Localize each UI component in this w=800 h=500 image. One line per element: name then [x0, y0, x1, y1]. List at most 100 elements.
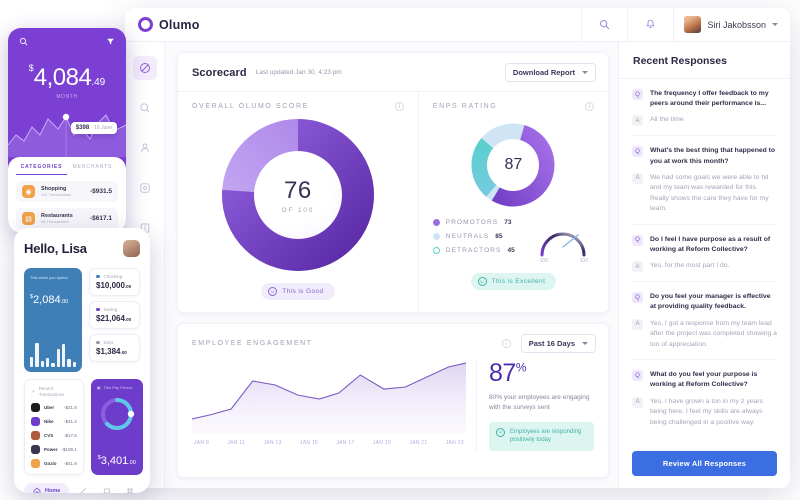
recent-responses-panel: Recent Responses Q The frequency I offer…: [618, 42, 790, 488]
search-icon[interactable]: [19, 37, 28, 46]
answer-text: Yes, I have grown a ton in my 2 years be…: [650, 397, 764, 426]
engagement-summary: 87% 80% your employees are engaging with…: [476, 359, 594, 451]
merchant-name: Power: [44, 446, 58, 452]
question-marker: Q: [632, 89, 643, 100]
dashboard-window: Olumo Siri Jakobsson: [125, 8, 790, 488]
engagement-area-svg: [191, 362, 467, 433]
question-text: What's the best thing that happened to y…: [650, 147, 776, 165]
answer-marker: A: [632, 396, 643, 408]
sidebar-item-people[interactable]: [133, 136, 157, 160]
account-value: $10,000.00: [96, 281, 133, 290]
answer-line: A All the time: [632, 115, 777, 127]
list-item[interactable]: Q What do you feel your purpose is worki…: [632, 360, 777, 437]
account-card-saving[interactable]: Saving $21,064.00: [89, 301, 140, 329]
list-item[interactable]: Q What's the best thing that happened to…: [632, 136, 777, 225]
account-value: $21,064.00: [96, 314, 133, 323]
home-icon: [33, 487, 41, 493]
overall-badge-row: ☺ This is Good: [192, 273, 404, 312]
pay-period-card[interactable]: ▣ This Pay Period $3,401.00: [90, 379, 143, 475]
enps-status-badge: ☺ This is Excellent: [470, 273, 557, 290]
table-row[interactable]: Gozio -$41.9: [31, 458, 77, 468]
review-all-responses-button[interactable]: Review All Responses: [632, 451, 777, 476]
question-text: The frequency I offer feedback to my pee…: [650, 90, 769, 108]
list-item[interactable]: ◉ Shopping 112 Transactions -$931.5: [16, 181, 118, 202]
account-name: Debt: [103, 340, 114, 345]
info-icon[interactable]: i: [585, 102, 594, 111]
account-value: $1,384.00: [96, 347, 133, 356]
x-tick: JAN 23: [445, 440, 464, 446]
sidebar-item-insights[interactable]: [133, 96, 157, 120]
account-title: Saving: [96, 307, 133, 312]
merchant-value: -$109.1: [61, 446, 77, 452]
info-icon[interactable]: i: [501, 339, 511, 348]
download-report-label: Download Report: [512, 68, 575, 77]
pay-period-ring: [100, 398, 134, 431]
nav-item-card[interactable]: [97, 487, 117, 493]
brand[interactable]: Olumo: [125, 17, 290, 32]
list-item[interactable]: Q Do I feel I have purpose as a result o…: [632, 225, 777, 283]
tab-categories[interactable]: CATEGORIES: [16, 164, 67, 175]
enps-legend-row: PROMOTORS 73 NEUTRALS 85: [432, 215, 594, 264]
enps-center: 87: [487, 139, 540, 191]
list-item[interactable]: Q The frequency I offer feedback to my p…: [632, 79, 777, 137]
category-count: 98 Transactions: [41, 219, 70, 224]
download-report-dropdown[interactable]: Download Report: [504, 63, 596, 82]
weekly-spend-label: This week you spend: [30, 275, 68, 280]
phone2-accounts: Checking $10,000.00 Saving $21,064.00 De…: [89, 268, 140, 372]
category-value: -$931.5: [89, 188, 112, 195]
engagement-tip: ☺ Employees are responding positively to…: [489, 421, 594, 451]
enps-donut-svg: [471, 123, 555, 207]
enps-legend: PROMOTORS 73 NEUTRALS 85: [432, 219, 515, 254]
recent-transactions-card: ↗ Recent Transactions Uber -$21.8 Nike -…: [24, 379, 84, 475]
merchant-value: -$17.8: [64, 432, 77, 438]
account-card-debt[interactable]: Debt $1,384.00: [89, 334, 140, 362]
table-row[interactable]: CVS -$17.8: [31, 430, 77, 440]
nav-item-grid[interactable]: [120, 487, 140, 493]
engagement-tip-text: Employees are responding positively toda…: [510, 428, 582, 444]
account-name: Saving: [103, 307, 118, 312]
calendar-icon: ▣: [96, 385, 101, 390]
currency: $: [30, 294, 34, 301]
enps-header: ENPS RATING i: [433, 102, 594, 111]
search-icon[interactable]: [581, 8, 627, 42]
cents: .00: [128, 459, 136, 466]
table-row[interactable]: Nike -$41.4: [31, 416, 77, 426]
filter-icon[interactable]: [106, 37, 115, 46]
list-item[interactable]: ▤ Restaurants 98 Transactions -$617.1: [16, 208, 118, 229]
phone1-tooltip-value: $398: [75, 125, 90, 131]
engagement-range-dropdown[interactable]: Past 16 Days: [520, 334, 596, 353]
sidebar-item-dashboard[interactable]: [132, 56, 157, 80]
bottom-nav: Home: [24, 482, 140, 493]
avatar[interactable]: [123, 240, 140, 257]
user-name: Siri Jakobsson: [707, 19, 766, 30]
amount: 2,084: [33, 294, 61, 307]
tab-merchants[interactable]: MERCHANTS: [72, 164, 113, 170]
legend-value-neutrals: 85: [495, 233, 503, 240]
question-line: Q What do you feel your purpose is worki…: [632, 370, 777, 390]
uber-icon: [31, 402, 40, 412]
smiley-icon: ☺: [477, 277, 487, 286]
app-header: Olumo Siri Jakobsson: [125, 8, 790, 42]
overall-badge-label: This is Good: [282, 288, 324, 295]
question-line: Q Do I feel I have purpose as a result o…: [632, 234, 777, 255]
table-row[interactable]: Uber -$21.8: [31, 402, 77, 412]
overall-score-center: 76 OF 100: [253, 151, 342, 239]
title-text: This Pay Period: [103, 385, 132, 390]
nav-item-chart[interactable]: [73, 487, 93, 493]
weekly-spend-card[interactable]: This week you spend $2,084.00: [24, 268, 82, 372]
sidebar-item-surveys[interactable]: [133, 176, 157, 200]
info-icon[interactable]: i: [394, 102, 404, 111]
user-menu[interactable]: Siri Jakobsson: [673, 8, 790, 42]
bell-icon[interactable]: [627, 8, 673, 42]
account-card-checking[interactable]: Checking $10,000.00: [89, 268, 140, 296]
table-row[interactable]: Power -$109.1: [31, 444, 77, 454]
finance-phone-card: $4,084.49 MONTH $398 16 June CATEGORIES …: [8, 28, 126, 233]
percent-symbol: %: [515, 360, 527, 375]
value: $1,384: [96, 347, 121, 356]
card-icon: [103, 488, 110, 493]
scorecard-title: Scorecard: [192, 66, 247, 79]
nav-item-home[interactable]: Home: [24, 482, 70, 493]
phone1-balance: $4,084.49: [8, 63, 126, 92]
list-item[interactable]: Q Do you feel your manager is effective …: [632, 282, 777, 361]
x-tick: JAN 19: [372, 440, 392, 446]
